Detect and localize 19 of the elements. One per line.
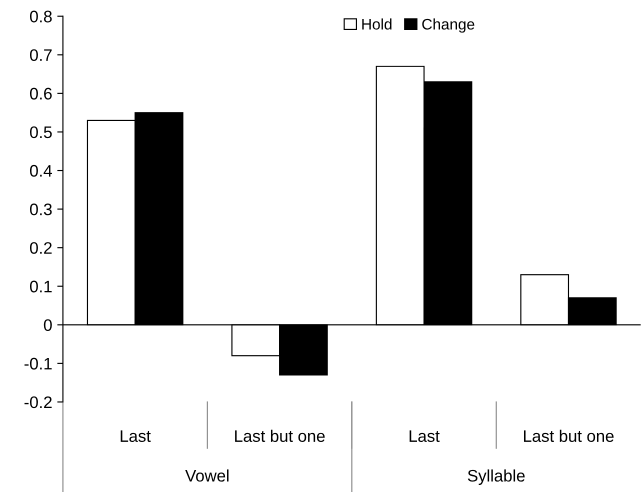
text: Vowel — [185, 469, 228, 482]
y-tick-label: -0.2 — [24, 396, 52, 408]
y-tick-label: -0.1 — [24, 358, 52, 370]
legend-label: Change — [422, 18, 474, 33]
text: Syllable — [468, 469, 525, 485]
x-tick-label: Last — [410, 430, 440, 442]
y-tick-label: 0.4 — [30, 164, 52, 177]
y-tick-label: 0.7 — [30, 49, 52, 62]
y-tick-label: 0.3 — [30, 204, 52, 216]
y-tick-label: 0.2 — [30, 242, 52, 254]
x-tick-label: Last — [120, 430, 151, 442]
y-tick-label: 0.6 — [30, 88, 52, 100]
y-tick-label: 0.5 — [30, 126, 52, 138]
x-tick-label: Last but one — [524, 430, 614, 442]
y-tick-label: 0.1 — [30, 280, 52, 292]
x-tick-label: Last but one — [235, 430, 325, 442]
y-tick-label: 0 — [44, 319, 52, 332]
legend-label: Hold — [362, 18, 392, 30]
y-tick-label: 0.8 — [30, 10, 52, 22]
